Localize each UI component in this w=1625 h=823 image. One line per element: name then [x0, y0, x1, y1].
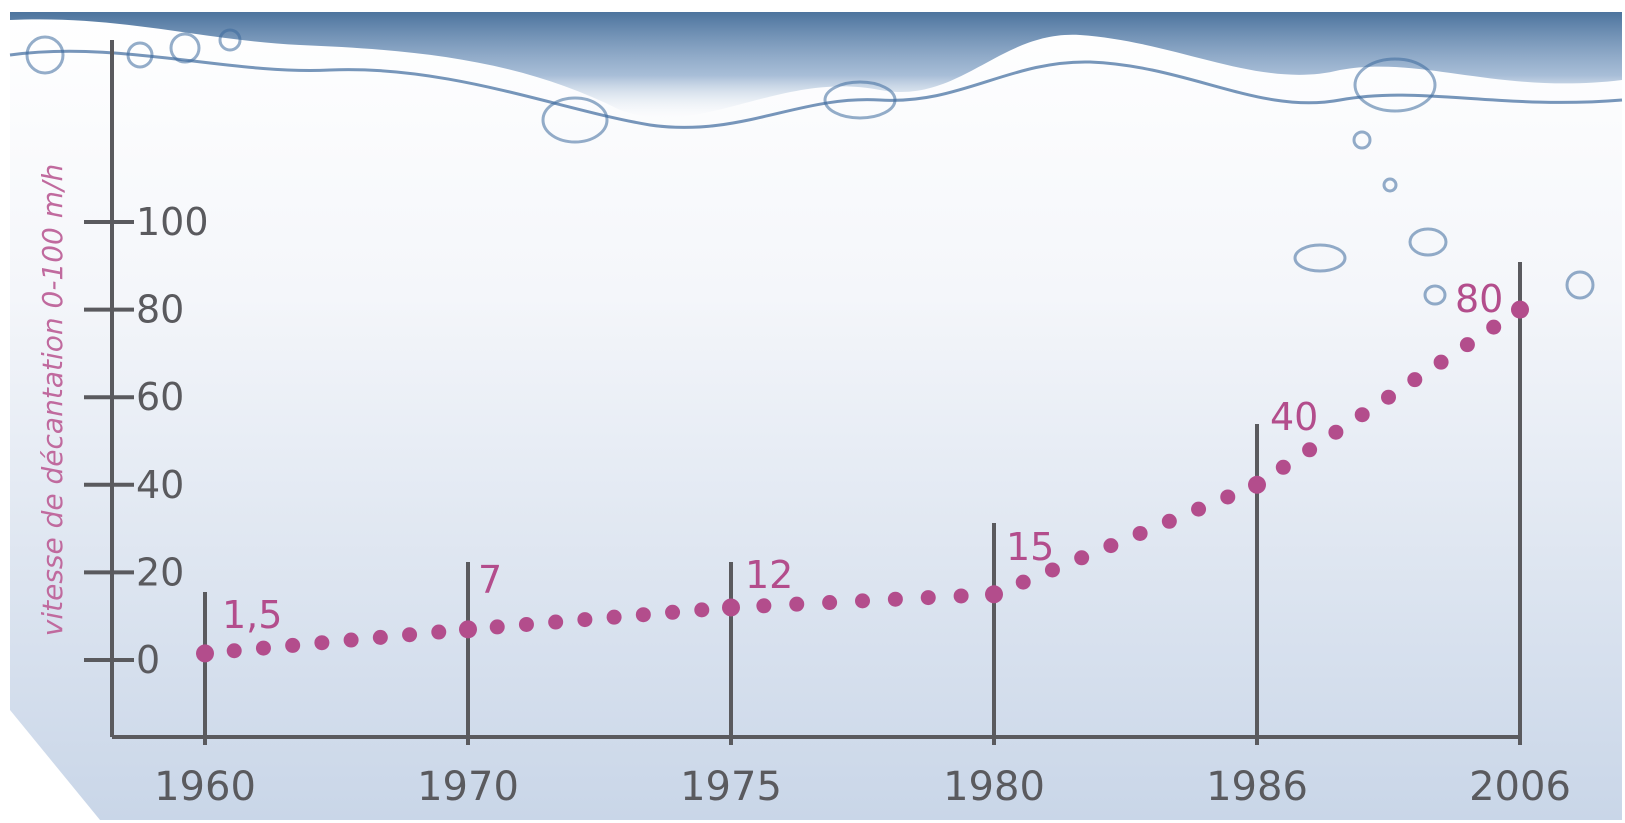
series-dot: [1354, 407, 1370, 423]
x-tick-label: 1960: [154, 764, 256, 810]
bubble-icon: [541, 96, 609, 144]
data-point: [722, 598, 740, 617]
series-dot: [1103, 538, 1119, 554]
bubble-icon: [823, 80, 897, 120]
series-dot: [789, 596, 805, 612]
series-dot: [1275, 459, 1291, 475]
series-dot: [402, 627, 418, 643]
x-tick-label: 1970: [417, 764, 519, 810]
bubble-icon: [1382, 177, 1398, 193]
series-dot: [577, 612, 593, 628]
water-bubbles: [25, 28, 1595, 306]
bubble-icon: [1353, 57, 1437, 113]
series-dot: [1132, 525, 1148, 541]
series-dot: [635, 607, 651, 623]
bubble-icon: [218, 28, 242, 52]
series-dotted-line: [196, 300, 1529, 663]
series-dot: [694, 602, 710, 618]
x-tick-label: 2006: [1469, 764, 1571, 810]
series-dot: [226, 643, 242, 659]
bubble-icon: [1423, 284, 1447, 306]
water-surface-crest: [9, 49, 1623, 129]
data-label: 40: [1270, 395, 1318, 439]
series-dot: [1074, 550, 1090, 566]
series-dot: [1459, 337, 1475, 353]
series-dot: [548, 614, 564, 630]
series-dot: [1191, 501, 1207, 517]
y-tick-label: 40: [136, 463, 184, 507]
y-tick-label: 60: [136, 375, 184, 419]
series-dot: [518, 616, 534, 632]
y-tick-label: 80: [136, 288, 184, 332]
series-dot: [855, 593, 870, 609]
series-dot: [1302, 442, 1318, 458]
y-tick-label: 0: [136, 638, 160, 682]
data-label: 12: [745, 553, 793, 597]
series-dot: [372, 629, 388, 645]
series-dot: [489, 619, 505, 635]
data-label: 1,5: [222, 593, 282, 637]
series-dot: [1161, 513, 1177, 529]
data-point: [985, 585, 1003, 604]
axes: [110, 40, 1520, 739]
x-axis-ticks: 1960 1970 1975 1980 1986 2006: [154, 262, 1571, 810]
series-dot: [665, 604, 681, 620]
series-dot: [255, 640, 271, 656]
data-label: 80: [1455, 277, 1503, 321]
water-background: [9, 12, 1623, 820]
series-dot: [1433, 354, 1449, 370]
y-axis-label: vitesse de décantation 0-100 m/h: [36, 164, 69, 636]
data-label: 15: [1006, 525, 1054, 569]
bubble-icon: [1565, 270, 1595, 300]
data-point: [1511, 300, 1529, 319]
bubble-icon: [1408, 227, 1448, 257]
y-tick-label: 20: [136, 550, 184, 594]
series-dot: [887, 591, 903, 607]
series-dot: [822, 595, 838, 611]
series-dot: [756, 598, 772, 614]
bubble-icon: [169, 32, 201, 64]
series-dot: [343, 632, 359, 648]
series-dot: [953, 588, 969, 604]
series-dot: [920, 590, 936, 606]
series-dot: [285, 637, 301, 653]
y-axis-ticks: 0 20 40 60 80 100: [84, 200, 209, 682]
bubble-icon: [25, 35, 65, 75]
series-dot: [1044, 562, 1060, 578]
x-tick-label: 1986: [1206, 764, 1308, 810]
panel-background: [10, 12, 1622, 820]
x-tick-label: 1975: [680, 764, 782, 810]
series-dot: [1328, 424, 1344, 440]
series-dot: [1486, 319, 1502, 335]
series-dot: [1015, 574, 1031, 590]
series-dot: [1407, 372, 1423, 388]
y-tick-label: 100: [136, 200, 209, 244]
bubble-icon: [1352, 130, 1372, 150]
data-point: [1248, 475, 1266, 494]
series-dot: [1220, 489, 1236, 505]
water-surface-wave: [10, 12, 1622, 118]
series-dot: [606, 609, 622, 625]
x-tick-label: 1980: [943, 764, 1045, 810]
bubble-icon: [126, 41, 154, 69]
data-point: [459, 620, 477, 639]
series-dot: [314, 635, 330, 651]
data-labels: 1,5 7 12 15 40 80: [222, 277, 1503, 637]
series-dot: [1381, 389, 1396, 405]
data-label: 7: [478, 558, 502, 602]
series-dot: [431, 624, 447, 640]
bubble-icon: [1293, 243, 1347, 273]
data-point: [196, 644, 214, 663]
